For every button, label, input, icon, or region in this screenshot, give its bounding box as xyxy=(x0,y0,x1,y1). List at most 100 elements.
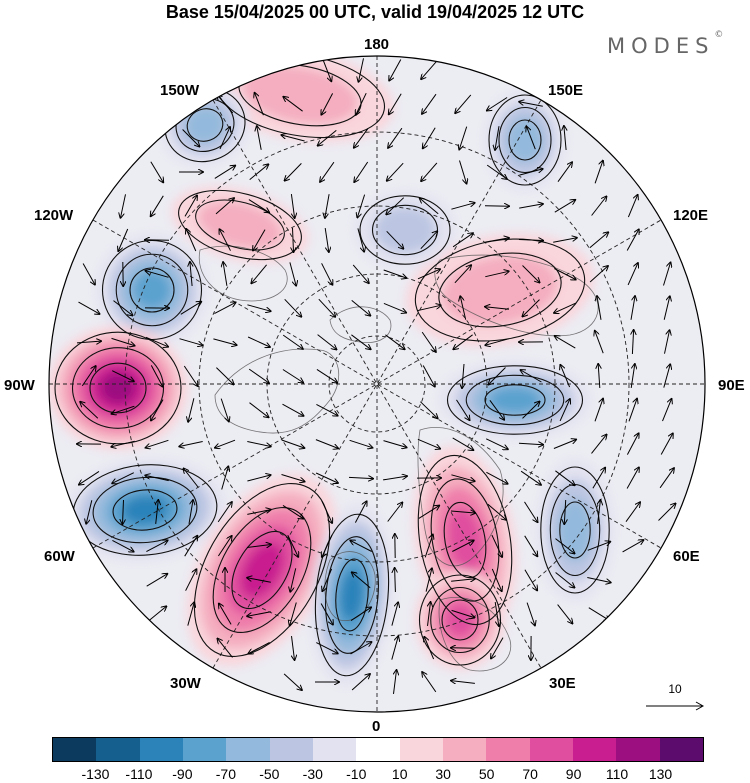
wind-vector xyxy=(386,197,405,215)
colorbar-segment xyxy=(269,738,313,761)
wind-vector xyxy=(316,403,337,415)
contour-line xyxy=(178,189,302,261)
contour-line xyxy=(498,106,552,174)
wind-vector xyxy=(118,228,129,251)
wind-vector xyxy=(350,642,372,655)
wind-vector xyxy=(184,536,198,557)
wind-vector xyxy=(630,364,635,388)
map-title: Base 15/04/2025 00 UTC, valid 19/04/2025… xyxy=(165,2,585,22)
lon-label-180: 180 xyxy=(364,36,390,53)
wind-vector xyxy=(248,368,269,383)
contour-line xyxy=(193,482,331,658)
wind-vector xyxy=(76,341,101,343)
wind-vector xyxy=(282,334,303,349)
colorbar-tick-label: -110 xyxy=(125,766,153,782)
wind-vector xyxy=(452,541,473,552)
wind-vector xyxy=(554,200,575,213)
wind-vector xyxy=(249,402,269,418)
lon-label-60e: 60E xyxy=(673,548,700,565)
wind-vector xyxy=(284,298,302,316)
colorbar-tick-label: -70 xyxy=(215,766,236,782)
wind-vector xyxy=(491,637,504,659)
wind-vector xyxy=(315,472,338,483)
wind-vector xyxy=(182,129,200,147)
contour-line xyxy=(54,331,182,445)
wind-vector xyxy=(389,59,402,81)
contour-line xyxy=(129,267,175,313)
polar-map xyxy=(48,55,706,713)
wind-vector xyxy=(186,229,197,252)
wind-vector xyxy=(247,545,271,548)
colorbar xyxy=(52,737,704,762)
colorbar-tick-label: -50 xyxy=(259,766,280,782)
wind-vector xyxy=(520,470,541,485)
wind-vector xyxy=(524,535,538,556)
wind-vector xyxy=(188,398,195,421)
wind-vector xyxy=(350,607,371,622)
wind-vector xyxy=(632,330,633,355)
wind-vector xyxy=(86,500,93,523)
anomaly-fill xyxy=(558,498,592,562)
wind-vector xyxy=(112,472,135,484)
wind-vector xyxy=(522,402,540,419)
wind-vector xyxy=(321,263,333,284)
wind-vector xyxy=(451,203,474,210)
wind-vector xyxy=(180,302,201,315)
wind-vector xyxy=(249,164,269,180)
wind-vector xyxy=(247,510,270,515)
contour-line xyxy=(195,199,285,251)
wind-vectors xyxy=(77,58,676,694)
wind-vector xyxy=(422,365,435,387)
wind-vector xyxy=(598,364,600,389)
wind-vector xyxy=(663,263,671,286)
wind-vector xyxy=(524,501,538,522)
contour-line xyxy=(418,574,502,666)
wind-vector xyxy=(146,271,169,278)
wind-vector xyxy=(626,230,639,251)
wind-vector xyxy=(383,302,406,312)
wind-vector xyxy=(247,441,270,447)
wind-vector xyxy=(79,470,100,484)
wind-vector xyxy=(151,195,164,216)
wind-vector xyxy=(421,331,436,352)
wind-vector xyxy=(417,305,440,312)
wind-vector xyxy=(559,399,570,422)
wind-vector xyxy=(526,602,535,626)
wind-vector xyxy=(320,161,335,182)
lon-label-90w: 90W xyxy=(4,377,35,394)
anomaly-fill xyxy=(507,117,543,163)
lon-label-90e: 90E xyxy=(718,377,745,394)
wind-vector xyxy=(591,197,607,216)
wind-vector xyxy=(156,500,159,524)
wind-vector xyxy=(589,232,608,249)
wind-vector xyxy=(594,161,603,184)
colorbar-tick-label: -30 xyxy=(302,766,323,782)
wind-vector xyxy=(150,161,163,183)
wind-vector xyxy=(385,334,404,349)
contour-line xyxy=(231,531,293,609)
wind-vector xyxy=(281,439,305,448)
contour-lines xyxy=(54,56,610,677)
colorbar-tick-label: 110 xyxy=(605,766,629,782)
wind-vector xyxy=(420,401,437,419)
colorbar-tick-label: -130 xyxy=(81,766,110,782)
wind-vector xyxy=(428,602,431,626)
anomaly-fill xyxy=(132,270,172,310)
wind-vector xyxy=(257,126,262,150)
wind-vector xyxy=(179,338,203,346)
wind-vector xyxy=(123,499,124,524)
wind-vector xyxy=(213,338,236,345)
wind-vector xyxy=(281,474,305,482)
wind-vector xyxy=(325,194,330,218)
wind-vector xyxy=(423,127,436,149)
wind-vector xyxy=(589,266,608,283)
wind-vector xyxy=(188,500,193,524)
wind-vector xyxy=(247,578,271,583)
contour-line xyxy=(559,501,591,559)
wind-vector xyxy=(486,164,507,179)
wind-vector xyxy=(527,127,536,150)
wind-vector xyxy=(111,370,134,382)
wind-vector xyxy=(462,363,464,388)
lon-label-60w: 60W xyxy=(44,548,75,565)
contour-line xyxy=(540,466,610,594)
